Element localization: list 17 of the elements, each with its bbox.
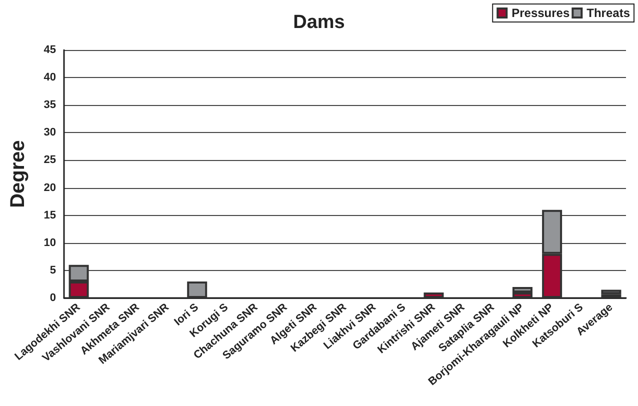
- bar: [601, 290, 622, 294]
- y-tick-label: 45: [44, 44, 56, 56]
- bar: [187, 281, 208, 298]
- y-tick-label: 5: [50, 264, 56, 276]
- legend-label: Pressures: [512, 6, 570, 20]
- bar: [424, 292, 444, 298]
- y-tick-label: 40: [44, 72, 56, 84]
- y-tick-label: 35: [44, 99, 56, 112]
- y-tick-label: 0: [50, 292, 56, 304]
- y-tick-label: 20: [44, 182, 56, 194]
- legend-label: Threats: [586, 6, 630, 20]
- y-tick-label: 15: [44, 209, 56, 222]
- y-axis-title: Degree: [7, 140, 29, 208]
- y-tick-label: 10: [44, 236, 56, 249]
- y-tick-label: 30: [44, 126, 56, 139]
- y-tick-label: 25: [44, 154, 56, 166]
- chart-title: Dams: [293, 12, 345, 33]
